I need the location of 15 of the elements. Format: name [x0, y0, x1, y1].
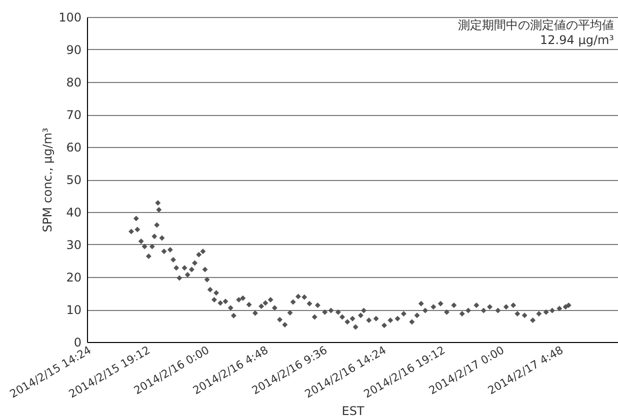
y-tick-label: 90: [66, 43, 82, 57]
y-tick-label: 60: [66, 140, 82, 154]
y-tick-label: 20: [66, 270, 82, 284]
y-tick-label: 50: [66, 173, 82, 187]
y-tick-label: 100: [58, 10, 82, 24]
y-axis-title: SPM conc., μg/m³: [40, 128, 55, 232]
y-tick-label: 10: [66, 303, 82, 317]
x-axis-title: EST: [342, 404, 365, 418]
y-tick-label: 70: [66, 108, 82, 122]
annotation: 測定期間中の測定値の平均値: [458, 18, 614, 32]
y-tick-label: 0: [74, 336, 82, 350]
y-tick-label: 30: [66, 238, 82, 252]
y-tick-label: 40: [66, 206, 82, 220]
annotation: 12.94 μg/m³: [540, 33, 614, 47]
y-tick-label: 80: [66, 76, 82, 90]
